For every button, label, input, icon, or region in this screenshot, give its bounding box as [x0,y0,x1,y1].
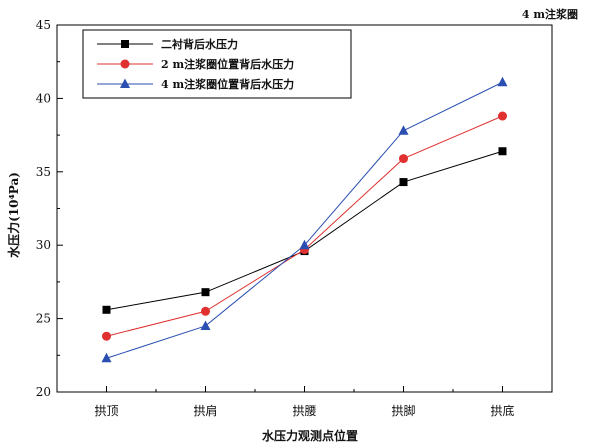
y-tick-label: 40 [36,91,51,105]
legend-label: 4 m注浆圈位置背后水压力 [161,77,294,91]
legend-label: 2 m注浆圈位置背后水压力 [161,57,294,71]
y-axis-title: 水压力(10⁴Pa) [6,172,21,258]
x-tick-label: 拱肩 [193,403,217,418]
data-point-square [399,178,408,187]
data-point-triangle [101,352,112,363]
data-point-square [102,305,111,314]
data-point-triangle [398,125,409,135]
series-layer [101,76,508,363]
data-point-square [121,40,129,48]
y-tick-label: 25 [36,312,51,326]
x-tick-label: 拱腰 [292,404,316,418]
data-point-triangle [120,78,130,88]
legend: 二衬背后水压力 2 m注浆圈位置背后水压力 4 m注浆圈位置背后水压力 [82,29,352,99]
legend-label: 二衬背后水压力 [161,37,238,51]
data-point-triangle [200,320,211,330]
x-axis-title: 水压力观测点位置 [262,428,358,443]
corner-note: 4 m注浆圈 [522,7,578,21]
plot-axes: 20 25 30 35 40 45 拱顶 拱肩 拱腰 拱脚 拱底 [36,18,553,418]
data-point-circle [399,154,408,164]
y-tick-label: 30 [36,238,51,252]
data-point-triangle [299,239,310,250]
x-tick-label: 拱顶 [94,404,118,418]
x-tick-label: 拱底 [490,403,514,418]
y-tick-label: 20 [36,385,51,399]
series-line [106,150,503,311]
data-point-circle [120,59,130,69]
data-point-circle [498,111,507,121]
data-point-square [498,147,507,156]
y-tick-label: 35 [36,165,51,179]
data-point-square [201,288,210,297]
data-point-circle [102,331,111,341]
data-point-circle [201,306,210,316]
data-point-triangle [497,76,508,87]
y-tick-label: 45 [36,18,51,32]
series-line [106,81,503,359]
series-line [106,115,503,337]
x-tick-label: 拱脚 [391,403,415,418]
